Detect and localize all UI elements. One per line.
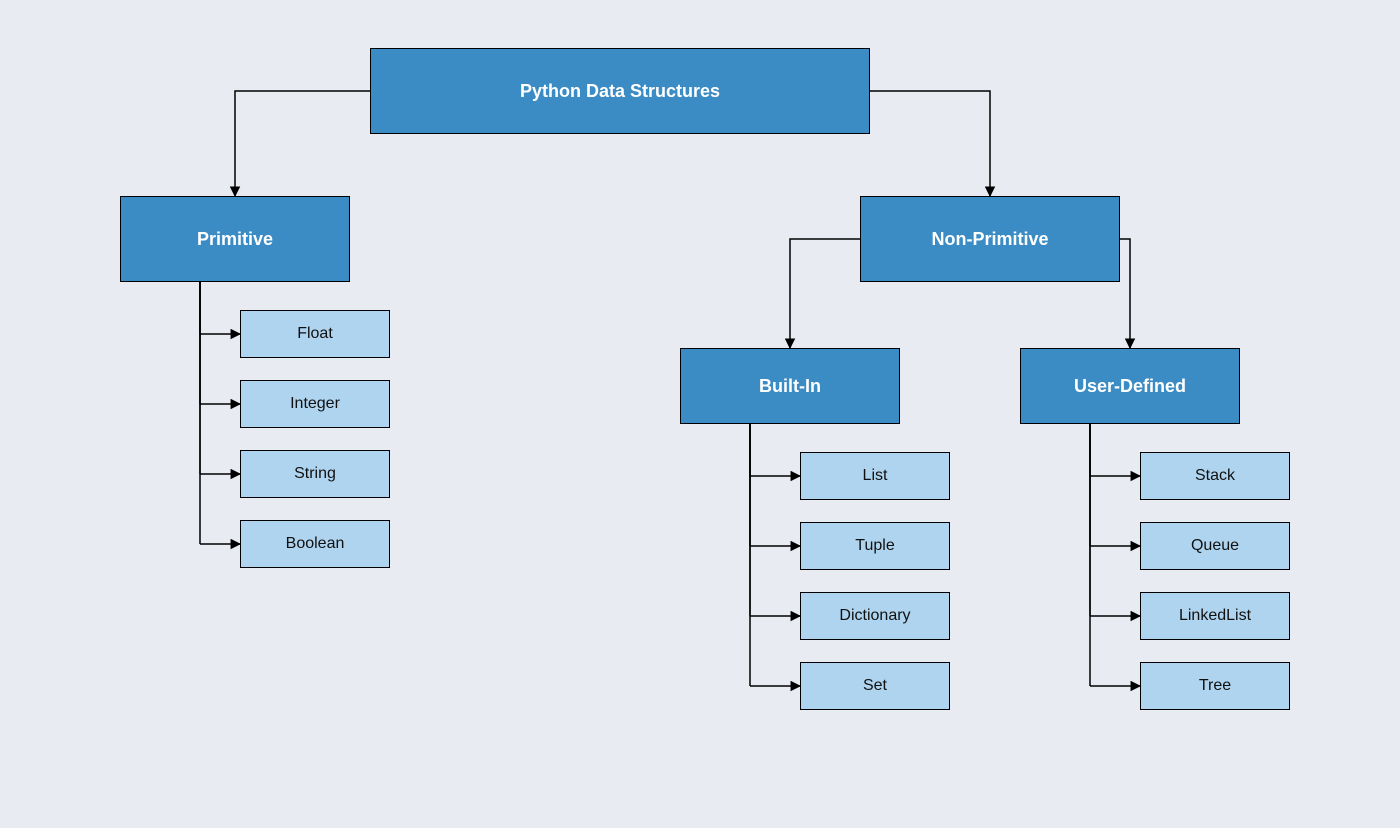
node-label-list: List [863, 467, 888, 485]
node-userdef: User-Defined [1020, 348, 1240, 424]
node-label-nonprim: Non-Primitive [931, 229, 1048, 250]
node-linkedlist: LinkedList [1140, 592, 1290, 640]
node-queue: Queue [1140, 522, 1290, 570]
node-nonprim: Non-Primitive [860, 196, 1120, 282]
node-dictionary: Dictionary [800, 592, 950, 640]
diagram-stage: Python Data Structures Primitive Non-Primi… [0, 0, 1400, 828]
node-float: Float [240, 310, 390, 358]
node-tuple: Tuple [800, 522, 950, 570]
node-label-builtin: Built-In [759, 376, 821, 397]
node-label-primitive: Primitive [197, 229, 273, 250]
node-stack: Stack [1140, 452, 1290, 500]
node-label-integer: Integer [290, 395, 340, 413]
node-label-queue: Queue [1191, 537, 1239, 555]
node-label-root: Python Data Structures [520, 81, 720, 102]
node-primitive: Primitive [120, 196, 350, 282]
node-builtin: Built-In [680, 348, 900, 424]
node-label-tuple: Tuple [855, 537, 894, 555]
node-root: Python Data Structures [370, 48, 870, 134]
node-label-userdef: User-Defined [1074, 376, 1186, 397]
node-label-tree: Tree [1199, 677, 1231, 695]
node-set: Set [800, 662, 950, 710]
node-label-linkedlist: LinkedList [1179, 607, 1251, 625]
node-label-stack: Stack [1195, 467, 1235, 485]
node-integer: Integer [240, 380, 390, 428]
node-label-string: String [294, 465, 336, 483]
node-label-set: Set [863, 677, 887, 695]
node-boolean: Boolean [240, 520, 390, 568]
node-label-boolean: Boolean [286, 535, 345, 553]
node-tree: Tree [1140, 662, 1290, 710]
node-label-float: Float [297, 325, 333, 343]
node-label-dictionary: Dictionary [839, 607, 910, 625]
node-list: List [800, 452, 950, 500]
node-string: String [240, 450, 390, 498]
